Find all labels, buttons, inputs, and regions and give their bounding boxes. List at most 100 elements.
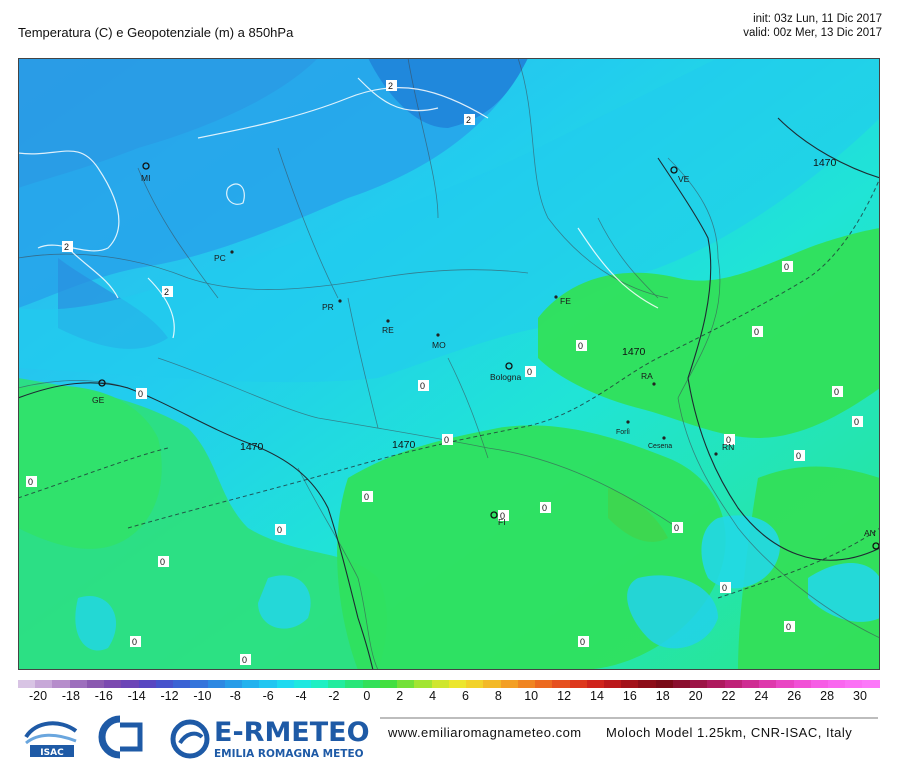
svg-text:RE: RE: [382, 325, 394, 335]
colorbar-tick-label: 16: [622, 689, 637, 703]
colorbar-swatch: [707, 680, 725, 688]
colorbar-tick-label: -14: [127, 689, 146, 703]
colorbar-swatch: [828, 680, 846, 688]
svg-text:0: 0: [754, 327, 759, 337]
colorbar-swatch: [224, 680, 243, 688]
city-venezia: VE: [670, 166, 690, 184]
colorbar-swatch: [207, 680, 225, 688]
colorbar-swatch: [414, 680, 432, 688]
isotherm-label: 0: [784, 621, 795, 632]
city-rimini: RN: [714, 442, 734, 456]
colorbar-swatch: [362, 680, 380, 688]
svg-text:FE: FE: [560, 296, 571, 306]
colorbar-tick-label: -16: [94, 689, 113, 703]
colorbar-swatch: [810, 680, 829, 688]
geopotential-label: 1470: [813, 157, 837, 169]
isotherm-label: 0: [525, 366, 536, 377]
colorbar-tick-label: 10: [524, 689, 539, 703]
colorbar: [18, 680, 880, 688]
colorbar-swatch: [569, 680, 587, 688]
city-cesena: Cesena: [648, 436, 672, 450]
svg-text:E-RMETEO: E-RMETEO: [214, 717, 370, 748]
colorbar-swatch: [759, 680, 777, 688]
colorbar-swatch: [448, 680, 467, 688]
valid-time: valid: 00z Mer, 13 Dic 2017: [743, 27, 882, 39]
colorbar-swatch: [328, 680, 346, 688]
svg-text:VE: VE: [678, 174, 690, 184]
city-firenze: FI: [490, 511, 506, 527]
colorbar-swatch: [603, 680, 622, 688]
isotherm-label: 0: [442, 434, 453, 445]
colorbar-tick-label: -2: [328, 689, 340, 703]
colorbar-swatch: [345, 680, 363, 688]
colorbar-tick-label: 4: [429, 689, 437, 703]
isotherm-label: 0: [130, 636, 141, 647]
colorbar-swatch: [155, 680, 174, 688]
isac-logo: ISAC: [24, 721, 78, 758]
city-parma: PR: [322, 299, 342, 312]
svg-text:2: 2: [466, 115, 471, 125]
colorbar-tick-label: -20: [28, 689, 48, 703]
colorbar-tick-label: 14: [590, 689, 604, 703]
svg-text:0: 0: [796, 451, 801, 461]
svg-text:0: 0: [132, 637, 137, 647]
svg-text:0: 0: [726, 435, 731, 445]
colorbar-swatch: [104, 680, 122, 688]
colorbar-swatch: [397, 680, 415, 688]
svg-text:0: 0: [674, 523, 679, 533]
isotherm-label: 0: [418, 380, 429, 391]
svg-text:MI: MI: [141, 173, 150, 183]
colorbar-swatch: [310, 680, 329, 688]
svg-text:PR: PR: [322, 302, 334, 312]
colorbar-tick-label: 18: [655, 689, 670, 703]
colorbar-tick-label: 8: [494, 689, 502, 703]
isotherm-label: 0: [136, 388, 147, 399]
colorbar-swatch: [776, 680, 794, 688]
website-text: www.emiliaromagnameteo.com: [388, 725, 582, 740]
colorbar-tick-label: 2: [396, 689, 404, 703]
colorbar-swatch: [672, 680, 691, 688]
colorbar-swatch: [276, 680, 294, 688]
colorbar-swatch: [655, 680, 673, 688]
colorbar-tick-label: 12: [557, 689, 572, 703]
isotherm-label: 2: [386, 80, 397, 91]
svg-text:0: 0: [542, 503, 547, 513]
colorbar-swatch: [466, 680, 484, 688]
svg-text:2: 2: [64, 242, 69, 252]
svg-text:0: 0: [160, 557, 165, 567]
colorbar-swatch: [621, 680, 639, 688]
colorbar-swatch: [190, 680, 208, 688]
isotherm-label: 0: [578, 636, 589, 647]
colorbar-swatch: [293, 680, 311, 688]
isotherm-label: 0: [540, 502, 551, 513]
isotherm-label: 0: [852, 416, 863, 427]
colorbar-swatch: [862, 680, 880, 688]
isotherm-label: 0: [782, 261, 793, 272]
run-info: init: 03z Lun, 11 Dic 2017 valid: 00z Me…: [743, 12, 882, 40]
svg-text:0: 0: [28, 477, 33, 487]
colorbar-tick-label: 24: [754, 689, 769, 703]
city-milano: MI: [141, 162, 150, 183]
colorbar-tick-label: 6: [461, 689, 469, 703]
init-time: init: 03z Lun, 11 Dic 2017: [753, 13, 882, 25]
svg-text:Forlì: Forlì: [616, 429, 630, 436]
svg-text:0: 0: [420, 381, 425, 391]
colorbar-tick-label: -6: [262, 689, 274, 703]
svg-text:0: 0: [444, 435, 449, 445]
geopotential-label: 1470: [240, 441, 264, 453]
city-piacenza: PC: [214, 250, 234, 263]
isotherm-label: 0: [26, 476, 37, 487]
svg-text:0: 0: [527, 367, 532, 377]
colorbar-tick-label: -12: [160, 689, 179, 703]
city-ravenna: RA: [641, 371, 656, 386]
colorbar-swatch: [173, 680, 191, 688]
colorbar-swatch: [638, 680, 656, 688]
city-genova: GE: [92, 379, 106, 405]
isotherm-label: 0: [498, 510, 509, 521]
colorbar-swatch: [379, 680, 398, 688]
isotherm-label: 2: [62, 241, 73, 252]
svg-text:PC: PC: [214, 253, 226, 263]
geopotential-label: 1470: [392, 439, 416, 451]
colorbar-tick-label: -10: [193, 689, 212, 703]
colorbar-swatch: [741, 680, 760, 688]
